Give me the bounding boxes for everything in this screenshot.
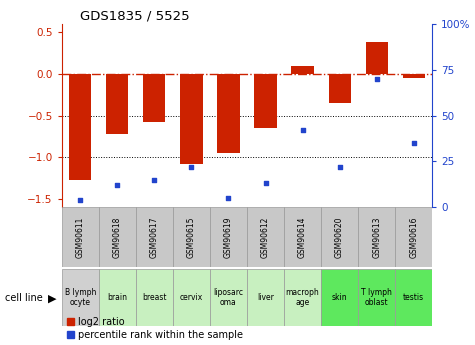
Text: GSM90614: GSM90614 — [298, 216, 307, 258]
Bar — [292, 66, 314, 74]
Bar — [69, 74, 91, 180]
Bar — [173, 207, 210, 267]
Text: ▶: ▶ — [48, 294, 56, 303]
Bar — [62, 269, 99, 326]
Bar — [358, 207, 395, 267]
Bar — [358, 269, 395, 326]
Point — [188, 164, 195, 169]
Point — [336, 164, 343, 169]
Bar — [180, 74, 202, 164]
Bar — [284, 207, 321, 267]
Bar — [329, 74, 351, 103]
Text: macroph
age: macroph age — [285, 288, 320, 307]
Text: GDS1835 / 5525: GDS1835 / 5525 — [80, 10, 190, 23]
Text: GSM90618: GSM90618 — [113, 217, 122, 258]
Point — [151, 177, 158, 182]
Text: cell line: cell line — [5, 294, 42, 303]
Point — [225, 195, 232, 201]
Legend: log2 ratio, percentile rank within the sample: log2 ratio, percentile rank within the s… — [66, 317, 243, 340]
Bar — [395, 207, 432, 267]
Bar — [106, 74, 128, 134]
Text: B lymph
ocyte: B lymph ocyte — [65, 288, 96, 307]
Bar — [366, 42, 388, 74]
Text: T lymph
oblast: T lymph oblast — [361, 288, 392, 307]
Point — [410, 140, 418, 146]
Text: skin: skin — [332, 293, 347, 302]
Bar — [321, 269, 358, 326]
Bar — [143, 74, 165, 122]
Text: GSM90616: GSM90616 — [409, 216, 418, 258]
Text: GSM90613: GSM90613 — [372, 216, 381, 258]
Bar — [99, 269, 136, 326]
Point — [299, 127, 306, 133]
Text: GSM90620: GSM90620 — [335, 216, 344, 258]
Bar — [247, 269, 284, 326]
Point — [114, 182, 121, 188]
Bar — [210, 207, 247, 267]
Bar — [247, 207, 284, 267]
Text: breast: breast — [142, 293, 167, 302]
Text: GSM90617: GSM90617 — [150, 216, 159, 258]
Text: GSM90611: GSM90611 — [76, 217, 85, 258]
Text: testis: testis — [403, 293, 424, 302]
Bar — [403, 74, 425, 78]
Point — [262, 180, 269, 186]
Bar — [255, 74, 276, 128]
Bar — [321, 207, 358, 267]
Bar — [136, 207, 173, 267]
Text: liver: liver — [257, 293, 274, 302]
Point — [76, 197, 84, 203]
Text: brain: brain — [107, 293, 127, 302]
Text: GSM90612: GSM90612 — [261, 217, 270, 258]
Text: liposarc
oma: liposarc oma — [213, 288, 244, 307]
Bar — [218, 74, 239, 153]
Bar — [136, 269, 173, 326]
Bar — [395, 269, 432, 326]
Bar — [99, 207, 136, 267]
Bar — [284, 269, 321, 326]
Text: GSM90615: GSM90615 — [187, 216, 196, 258]
Bar — [173, 269, 210, 326]
Bar — [210, 269, 247, 326]
Text: GSM90619: GSM90619 — [224, 216, 233, 258]
Point — [373, 76, 380, 82]
Text: cervix: cervix — [180, 293, 203, 302]
Bar — [62, 207, 99, 267]
